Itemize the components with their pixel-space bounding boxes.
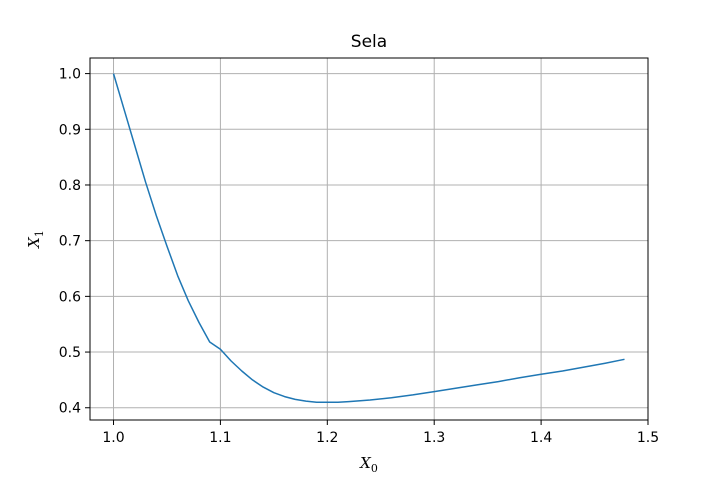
y-tick-label: 0.9	[59, 122, 81, 138]
x-axis-label-base: X	[359, 454, 372, 472]
y-tick-label: 0.4	[59, 401, 81, 417]
y-axis-label-subscript: 1	[33, 230, 46, 237]
x-tick-label: 1.1	[209, 430, 231, 446]
y-tick-label: 0.5	[59, 345, 81, 361]
y-tick-label: 0.6	[59, 289, 81, 305]
axis-ticks: 1.0 1.1 1.2 1.3 1.4 1.5 0.4 0.5 0.6 0.7 0.8 0.9 1.0	[59, 67, 659, 446]
y-axis-label: X1	[25, 230, 46, 249]
x-tick-label: 1.0	[102, 430, 124, 446]
y-axis-label-base: X	[25, 236, 43, 249]
plot-area-frame	[89, 57, 649, 421]
chart-title: Sela	[351, 32, 387, 52]
x-tick-label: 1.5	[637, 430, 659, 446]
x-axis-label-subscript: 0	[371, 462, 378, 475]
y-tick-label: 0.8	[59, 178, 81, 194]
y-tick-label: 0.7	[59, 234, 81, 250]
grid	[90, 58, 649, 420]
x-tick-label: 1.4	[530, 430, 552, 446]
x-tick-label: 1.3	[423, 430, 445, 446]
y-tick-label: 1.0	[59, 67, 81, 83]
x-axis-label: X0	[359, 454, 378, 475]
series-layer	[112, 73, 625, 403]
x-tick-label: 1.2	[316, 430, 338, 446]
series-line	[112, 73, 625, 403]
